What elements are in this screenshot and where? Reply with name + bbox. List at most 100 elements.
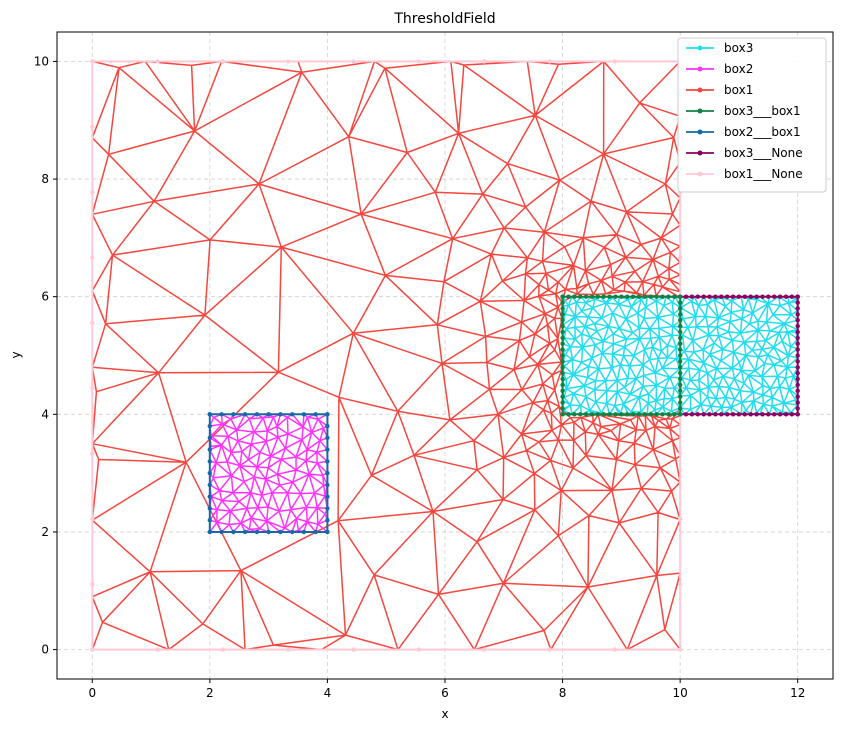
box3-none-boundary-marker	[713, 412, 718, 417]
legend-entry: box3___None	[724, 146, 803, 160]
box3-box1-boundary-marker	[678, 294, 683, 299]
box2-boundary-marker	[231, 412, 236, 417]
box1-boundary-marker	[286, 647, 291, 652]
box2-mesh	[209, 413, 329, 533]
box3-none-boundary-marker	[730, 294, 736, 299]
box3-none-boundary-marker	[707, 412, 712, 417]
box3-none-boundary-marker	[789, 412, 794, 417]
box3-box1-boundary-marker	[560, 394, 565, 399]
box2-boundary-marker	[219, 412, 224, 417]
box3-box1-boundary-marker	[601, 412, 606, 417]
box3-box1-boundary-marker	[619, 294, 624, 299]
x-tick-label: 2	[206, 686, 214, 700]
box2-boundary-marker	[325, 459, 330, 464]
box3-none-boundary-marker	[795, 376, 800, 382]
box2-boundary-marker	[325, 506, 330, 511]
box3-box1-boundary-marker	[678, 312, 683, 317]
box2-boundary-marker	[266, 412, 271, 417]
legend-entry: box1___None	[724, 167, 803, 181]
box3-box1-boundary-marker	[625, 412, 630, 417]
box3-box1-boundary-marker	[654, 294, 659, 299]
box3-none-boundary-marker	[795, 394, 800, 399]
box2-boundary-marker	[254, 412, 260, 417]
box2-boundary-marker	[313, 412, 318, 417]
box3-box1-boundary-marker	[678, 323, 683, 329]
box3-box1-boundary-marker	[589, 294, 595, 299]
box3-none-boundary-marker	[777, 294, 783, 299]
y-tick-label: 8	[41, 172, 49, 186]
legend-swatch-marker	[697, 129, 703, 135]
box3-box1-boundary-marker	[589, 412, 595, 417]
box3-box1-boundary-marker	[678, 382, 683, 388]
box3-box1-boundary-marker	[666, 294, 671, 299]
box2-boundary-marker	[207, 518, 212, 523]
box3-none-boundary-marker	[766, 294, 771, 299]
box2-boundary-marker	[325, 529, 330, 535]
box3-box1-boundary-marker	[601, 294, 606, 299]
box3-box1-boundary-marker	[678, 300, 683, 305]
box3-none-boundary-marker	[695, 412, 700, 417]
box3-none-boundary-marker	[683, 294, 689, 299]
box2-boundary-marker	[266, 529, 271, 535]
box3-box1-boundary-marker	[607, 294, 612, 299]
box3-box1-boundary-marker	[678, 318, 683, 323]
box2-boundary-marker	[207, 482, 212, 488]
legend-entry: box3	[724, 41, 753, 55]
legend-box	[677, 37, 827, 193]
box1-boundary-marker	[90, 647, 95, 652]
box3-box1-boundary-marker	[672, 412, 677, 417]
box3-box1-boundary-marker	[560, 341, 565, 346]
box3-none-boundary-marker	[701, 412, 706, 417]
box3-none-boundary-marker	[795, 359, 800, 364]
box3-none-boundary-marker	[795, 365, 800, 370]
box1-boundary-marker	[482, 59, 487, 64]
box3-none-boundary-marker	[754, 294, 759, 299]
box1-boundary-marker	[416, 59, 422, 64]
box3-box1-boundary-marker	[630, 412, 636, 417]
box2-boundary-marker	[207, 435, 212, 440]
box3-box1-boundary-marker	[619, 412, 624, 417]
box3-box1-boundary-marker	[666, 412, 671, 417]
box2-boundary-marker	[207, 470, 212, 476]
legend-swatch-marker	[697, 150, 703, 156]
legend-swatch-marker	[697, 45, 703, 51]
y-tick-label: 0	[41, 643, 49, 657]
x-tick-label: 4	[324, 686, 332, 700]
box3-box1-boundary-marker	[678, 406, 683, 411]
box3-box1-boundary-marker	[560, 412, 565, 417]
box3-none-boundary-marker	[795, 388, 800, 393]
legend-entry: box3___box1	[724, 104, 801, 118]
box3-box1-boundary-marker	[678, 400, 683, 405]
box3-none-boundary-marker	[795, 300, 800, 305]
box2-boundary-marker	[325, 470, 330, 476]
box3-box1-boundary-marker	[678, 359, 683, 364]
box1-boundary-marker	[90, 582, 95, 587]
box2-boundary-marker	[278, 529, 283, 535]
box3-box1-boundary-marker	[560, 323, 565, 329]
box3-box1-boundary-marker	[678, 394, 683, 399]
box3-box1-boundary-marker	[678, 353, 683, 358]
box3-none-boundary-marker	[795, 382, 800, 388]
box1-boundary-marker	[547, 647, 552, 652]
boundary-layer	[90, 59, 800, 652]
chart-title: ThresholdField	[393, 11, 495, 27]
legend-swatch-marker	[697, 171, 703, 177]
box3-box1-boundary-marker	[578, 294, 583, 299]
legend-swatch-marker	[697, 87, 703, 93]
box2-boundary-marker	[278, 412, 283, 417]
box3-box1-boundary-marker	[654, 412, 659, 417]
x-tick-label: 10	[673, 686, 688, 700]
x-tick-label: 12	[790, 686, 805, 700]
box3-box1-boundary-marker	[607, 412, 612, 417]
box3-box1-boundary-marker	[678, 376, 683, 382]
box3-box1-boundary-marker	[678, 388, 683, 393]
x-axis-label: x	[441, 707, 448, 721]
box3-box1-boundary-marker	[678, 347, 683, 352]
y-axis-label: y	[9, 351, 23, 358]
box3-box1-boundary-marker	[678, 365, 683, 370]
legend-entry: box2___box1	[724, 125, 801, 139]
box3-box1-boundary-marker	[648, 294, 653, 299]
box2-boundary-marker	[301, 412, 307, 417]
box1-boundary-marker	[351, 647, 356, 652]
box2-boundary-marker	[301, 529, 307, 535]
